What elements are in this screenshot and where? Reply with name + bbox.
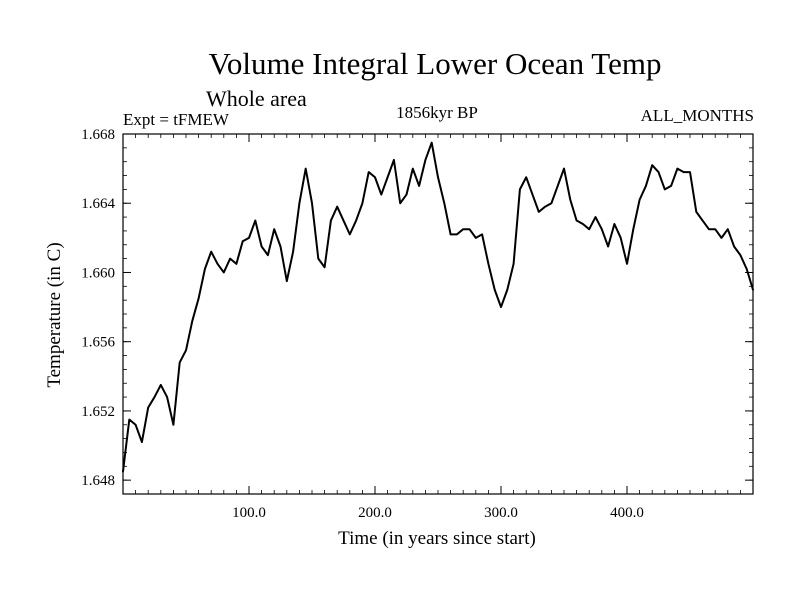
x-tick-label: 400.0 [610,505,644,521]
y-tick-label: 1.668 [81,127,115,143]
months-label: ALL_MONTHS [641,106,754,125]
y-tick-label: 1.648 [81,473,115,489]
x-tick-label: 100.0 [232,505,266,521]
chart-title: Volume Integral Lower Ocean Temp [209,46,662,81]
y-tick-label: 1.656 [81,335,115,351]
y-axis-label: Temperature (in C) [44,242,65,387]
y-tick-label: 1.652 [81,404,115,420]
tick-layer: 100.0 200.0 300.0 400.0 1.648 1.652 1.656 1.660… [81,127,753,521]
series-line [122,141,754,473]
chart-subtitle: Whole area [206,86,307,111]
y-tick-label: 1.664 [81,196,115,212]
y-tick-label: 1.660 [81,265,115,281]
plot-layer [122,141,754,473]
experiment-label: Expt = tFMEW [123,110,230,129]
y-axis-label-group: Temperature (in C) [44,242,65,387]
x-axis-label: Time (in years since start) [338,528,536,549]
x-tick-label: 200.0 [358,505,392,521]
period-label: 1856kyr BP [396,103,478,122]
x-tick-label: 300.0 [484,505,518,521]
plot-frame [122,133,754,495]
